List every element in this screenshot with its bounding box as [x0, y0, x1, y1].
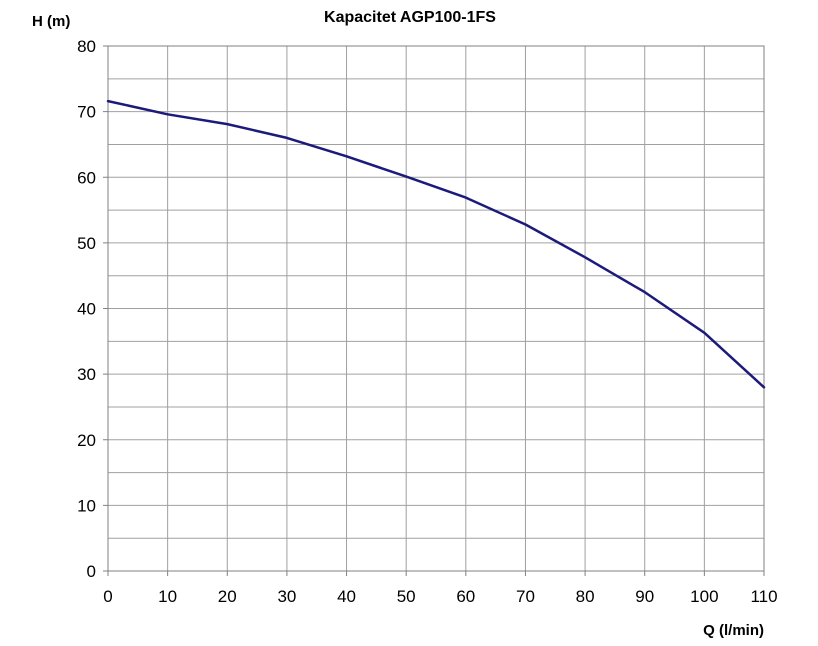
y-tick-label: 80 [77, 37, 96, 56]
y-axis: 0 10 20 30 40 50 60 70 80 [77, 37, 108, 581]
y-tick-label: 60 [77, 168, 96, 187]
y-tick-label: 70 [77, 103, 96, 122]
y-tick-label: 0 [87, 562, 96, 581]
x-tick-label: 50 [397, 587, 416, 606]
x-tick-label: 110 [750, 587, 777, 606]
x-tick-label: 60 [456, 587, 475, 606]
x-axis-title: Q (l/min) [703, 622, 764, 639]
x-tick-label: 0 [103, 587, 112, 606]
x-tick-label: 70 [516, 587, 535, 606]
y-axis-title: H (m) [32, 13, 70, 30]
x-tick-label: 30 [277, 587, 296, 606]
y-tick-label: 10 [77, 496, 96, 515]
x-tick-label: 100 [690, 587, 718, 606]
x-axis: 0 10 20 30 40 50 60 70 80 90 100 110 [103, 571, 778, 606]
x-tick-label: 80 [576, 587, 595, 606]
chart-title: Kapacitet AGP100-1FS [324, 9, 496, 26]
y-tick-label: 50 [77, 234, 96, 253]
y-tick-label: 30 [77, 365, 96, 384]
x-tick-label: 40 [337, 587, 356, 606]
series-group [106, 99, 766, 389]
x-tick-label: 20 [218, 587, 237, 606]
x-tick-label: 10 [158, 587, 177, 606]
series-line [106, 99, 766, 389]
x-tick-label: 90 [635, 587, 654, 606]
y-tick-label: 20 [77, 431, 96, 450]
grid [107, 45, 765, 572]
y-tick-label: 40 [77, 300, 96, 319]
